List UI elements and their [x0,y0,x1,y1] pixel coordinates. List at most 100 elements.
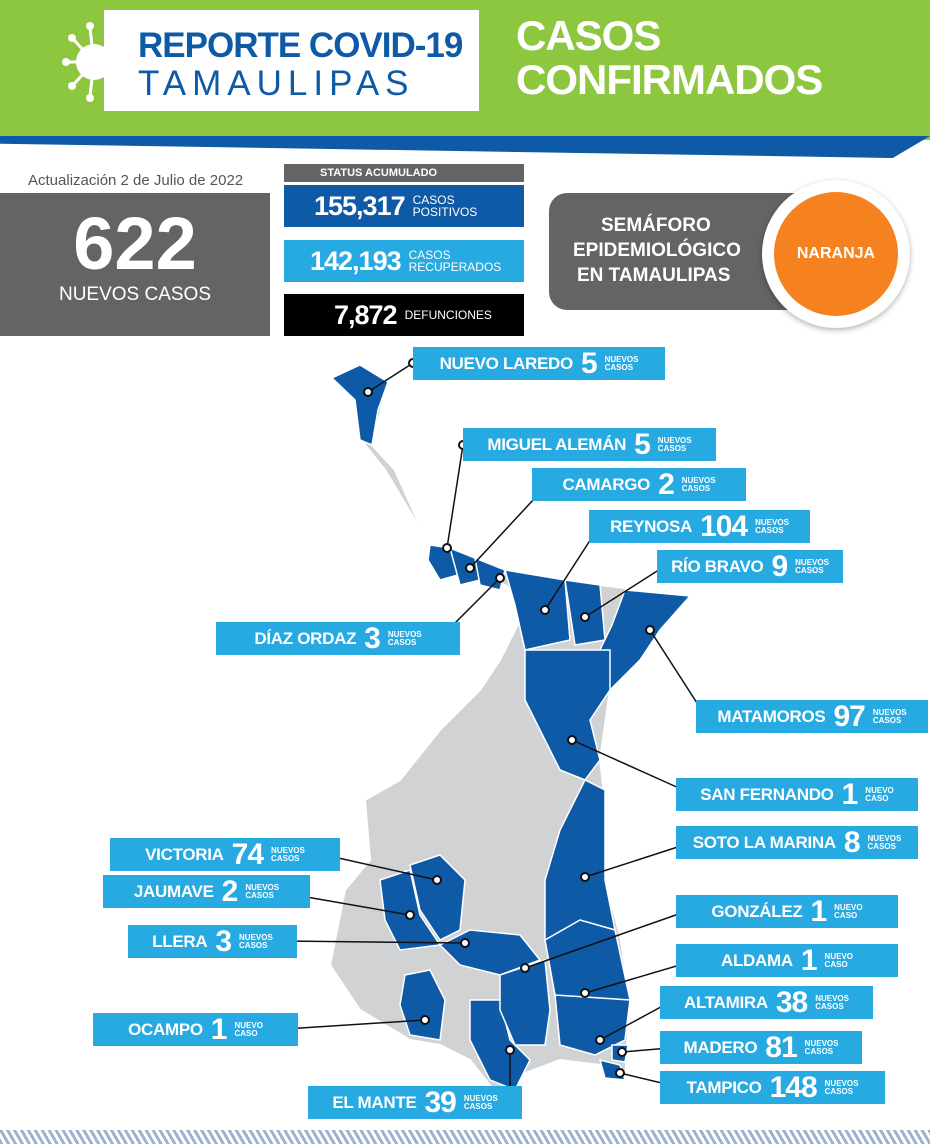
municipio-count: 1 [810,894,827,928]
leader-line-nuevo-laredo [367,362,414,393]
leader-dot [580,988,590,998]
leader-line-rio-bravo [584,565,666,618]
municipio-suffix: NUEVOS CASOS [657,435,692,453]
leader-dot [405,910,415,920]
label-camargo: CAMARGO 2 NUEVOS CASOS [532,468,746,501]
map-ocampo [399,969,446,1041]
new-cases-box: 622 NUEVOS CASOS [0,193,270,336]
update-date: Actualización 2 de Julio de 2022 [28,172,244,189]
status-title: STATUS ACUMULADO [284,164,524,182]
leader-line-altamira [599,1001,671,1041]
municipio-count: 104 [700,509,748,543]
municipio-count: 1 [841,777,859,811]
municipio-name: MADERO [683,1037,758,1057]
leader-dot [580,612,590,622]
leader-dot [617,1047,627,1057]
municipio-name: VICTORIA [145,844,224,864]
municipio-suffix: NUEVOS CASOS [815,993,849,1011]
map-matamoros [594,589,692,692]
municipio-name: NUEVO LAREDO [439,353,574,373]
municipio-count: 38 [775,985,808,1019]
municipio-suffix: NUEVOS CASOS [872,707,907,725]
municipio-count: 3 [364,621,381,655]
municipio-name: MIGUEL ALEMÁN [487,434,627,454]
municipio-name: GONZÁLEZ [711,901,803,921]
leader-dot [432,875,442,885]
leader-dot [495,573,505,583]
label-rio-bravo: RÍO BRAVO 9 NUEVOS CASOS [657,550,843,583]
municipio-suffix: NUEVOS CASOS [804,1038,839,1056]
defunciones-value: 7,872 [334,299,398,330]
new-cases-label: NUEVOS CASOS [58,284,212,305]
semaforo-line2: EPIDEMIOLÓGICO [573,240,741,261]
municipio-count: 74 [231,837,264,871]
municipio-name: MATAMOROS [717,706,826,726]
municipio-name: EL MANTE [332,1092,417,1112]
municipio-count: 1 [800,943,818,977]
municipio-name: OCAMPO [128,1019,203,1039]
municipio-suffix: NUEVOS CASOS [387,629,422,647]
leader-dot [442,543,452,553]
leader-dot [567,735,577,745]
leader-dot [615,1068,625,1078]
municipio-suffix: NUEVOS CASOS [795,557,829,575]
label-miguel-aleman: MIGUEL ALEMÁN 5 NUEVOS CASOS [463,428,716,461]
leader-line-miguel-aleman [446,444,464,549]
municipio-count: 5 [634,427,651,461]
municipio-name: SOTO LA MARINA [692,832,836,852]
label-soto-la-marina: SOTO LA MARINA 8 NUEVOS CASOS [676,826,918,859]
virus-icon [62,22,104,102]
label-matamoros: MATAMOROS 97 NUEVOS CASOS [696,700,928,733]
label-el-mante: EL MANTE 39 NUEVOS CASOS [308,1086,522,1119]
label-diaz-ordaz: DÍAZ ORDAZ 3 NUEVOS CASOS [216,622,460,655]
semaforo-level: NARANJA [774,192,898,316]
label-madero: MADERO 81 NUEVOS CASOS [660,1031,862,1064]
municipio-count: 81 [765,1030,797,1064]
leader-dot [645,625,655,635]
municipio-name: ALTAMIRA [683,992,768,1012]
municipio-count: 9 [771,549,788,583]
leader-line-aldama [584,961,691,994]
municipio-count: 3 [215,924,232,958]
municipio-suffix: NUEVOS CASOS [867,833,902,851]
municipio-name: REYNOSA [610,516,693,536]
title-line2: CONFIRMADOS [516,56,823,103]
municipio-name: RÍO BRAVO [671,556,764,576]
map-altamira [554,994,631,1056]
label-llera: LLERA 3 NUEVOS CASOS [128,925,297,958]
municipio-suffix: NUEVOS CASOS [604,354,639,372]
leader-line-ocampo [284,1019,426,1030]
leader-dot [520,963,530,973]
logo-line2: TAMAULIPAS [138,64,415,103]
leader-line-jaumave [294,894,411,916]
map-gonzalez [499,958,551,1046]
municipio-count: 148 [769,1070,818,1104]
leader-line-san-fernando [571,739,691,794]
footer-stripes [0,1130,930,1144]
semaforo-line1: SEMÁFORO [601,215,711,236]
leader-dot [460,938,470,948]
leader-line-gonzalez [524,909,691,969]
municipio-count: 2 [221,874,239,908]
leader-dot [540,605,550,615]
logo: REPORTE COVID-19 TAMAULIPAS [104,10,479,111]
label-nuevo-laredo: NUEVO LAREDO 5 NUEVOS CASOS [413,347,665,380]
label-jaumave: JAUMAVE 2 NUEVOS CASOS [103,875,310,908]
municipio-count: 2 [658,467,675,501]
label-san-fernando: SAN FERNANDO 1 NUEVO CASO [676,778,918,811]
map-camargo [448,546,481,586]
recuperados-value: 142,193 [310,245,402,276]
semaforo-line3: EN TAMAULIPAS [577,265,731,286]
stat-recuperados: 142,193 CASOS RECUPERADOS [284,240,524,282]
label-reynosa: REYNOSA 104 NUEVOS CASOS [589,510,810,543]
municipio-suffix: NUEVOS CASOS [681,475,716,493]
logo-line1: REPORTE COVID-19 [138,26,463,65]
municipio-name: JAUMAVE [133,881,214,901]
municipio-count: 5 [580,346,598,380]
map-affected-municipios [330,364,692,1091]
municipio-suffix: NUEVOS CASOS [271,845,305,863]
leader-line-soto-la-marina [584,842,691,878]
municipio-suffix: NUEVOS CASOS [463,1093,498,1111]
defunciones-label: DEFUNCIONES [404,308,492,322]
